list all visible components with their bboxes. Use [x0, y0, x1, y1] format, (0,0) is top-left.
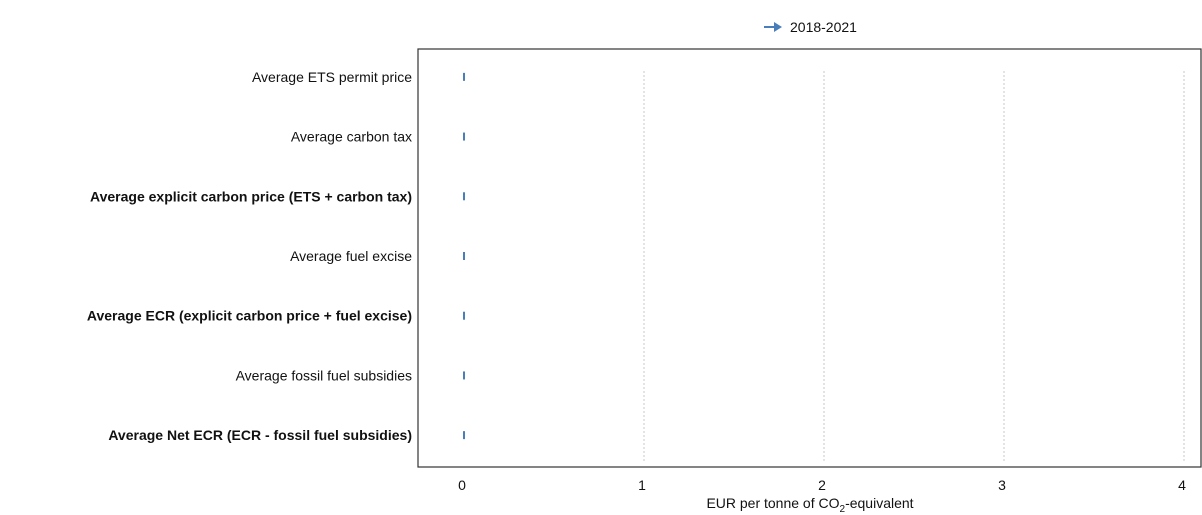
category-label-1: Average carbon tax — [291, 129, 412, 145]
grid-lines — [643, 71, 1185, 463]
category-label-5: Average fossil fuel subsidies — [236, 367, 412, 383]
legend-arrow-head — [774, 22, 782, 32]
data-mark-0-1 — [463, 132, 465, 141]
x-tick-label-2: 2 — [818, 477, 826, 493]
x-tick-label-0: 0 — [458, 477, 466, 493]
data-mark-0-5 — [463, 371, 465, 380]
data-mark-0-6 — [463, 431, 465, 440]
plot-frame — [417, 48, 1202, 468]
category-label-4: Average ECR (explicit carbon price + fue… — [87, 308, 412, 324]
x-tick-label-3: 3 — [998, 477, 1006, 493]
category-label-2: Average explicit carbon price (ETS + car… — [90, 188, 412, 204]
category-label-0: Average ETS permit price — [252, 69, 412, 85]
legend[interactable]: 2018-2021 — [764, 19, 857, 35]
data-mark-0-3 — [463, 252, 465, 260]
x-axis-title-prefix: EUR per tonne of CO — [706, 495, 839, 511]
data-mark-0-2 — [463, 192, 465, 201]
x-tick-label-1: 1 — [638, 477, 646, 493]
data-mark-0-4 — [463, 311, 465, 320]
x-axis-title-subscript: 2 — [840, 504, 846, 515]
legend-label: 2018-2021 — [790, 19, 857, 35]
x-axis-title: EUR per tonne of CO2-equivalent — [706, 495, 913, 515]
category-label-3: Average fuel excise — [290, 248, 412, 264]
data-marks — [463, 72, 465, 440]
category-label-6: Average Net ECR (ECR - fossil fuel subsi… — [108, 427, 412, 443]
x-tick-label-4: 4 — [1178, 477, 1186, 493]
x-tick-labels: 0 1 2 3 4 — [458, 477, 1186, 493]
category-labels: Average ETS permit price Average carbon t… — [87, 69, 412, 443]
x-axis-title-suffix: -equivalent — [845, 495, 914, 511]
data-mark-0-0 — [463, 72, 465, 81]
